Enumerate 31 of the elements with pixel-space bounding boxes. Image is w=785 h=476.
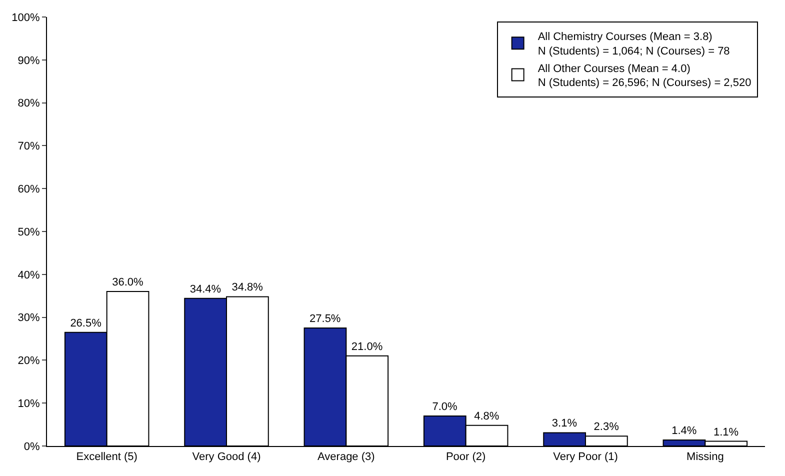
data-label: 4.8% [474,410,500,422]
y-tick-label: 90% [18,54,40,67]
y-tick-label: 80% [18,98,40,110]
y-tick-label: 100% [12,12,40,24]
x-tick-label: Average (3) [318,451,375,464]
data-label: 34.8% [232,282,264,294]
x-tick-label: Excellent (5) [76,451,138,464]
x-tick-label: Missing [686,451,724,464]
y-tick-label: 10% [18,398,40,410]
data-label: 1.1% [713,426,739,438]
data-label: 7.0% [432,400,458,413]
legend-label: All Chemistry Courses (Mean = 3.8) N (Students) = 1,064; N (Courses) = 78 [538,31,730,58]
y-tick-label: 50% [18,226,40,238]
data-label: 3.1% [552,418,578,430]
x-tick-label: Poor (2) [446,451,486,464]
data-label: 26.5% [70,317,102,330]
data-label: 27.5% [310,313,341,326]
data-label: 34.4% [190,283,222,296]
y-tick-label: 20% [18,355,40,368]
y-tick-label: 0% [24,440,40,453]
data-label: 21.0% [351,340,383,353]
y-tick-label: 70% [18,140,40,153]
y-tick-label: 30% [18,312,40,324]
legend-label: All Other Courses (Mean = 4.0) N (Students) = 26,596; N (Courses) = 2,520 [538,62,752,90]
y-tick-label: 40% [18,269,40,282]
data-label: 2.3% [594,421,620,434]
x-tick-label: Very Good (4) [192,451,261,464]
data-label: 1.4% [672,424,697,437]
data-label: 36.0% [112,276,144,289]
y-tick-label: 60% [18,183,40,196]
x-tick-label: Very Poor (1) [553,451,618,464]
